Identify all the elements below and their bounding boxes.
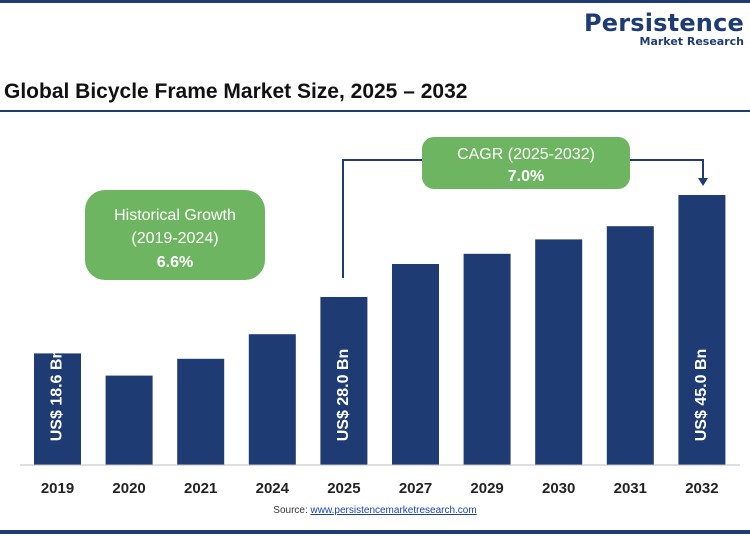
historical-growth-label: Historical Growth bbox=[114, 207, 236, 224]
x-axis-labels: 2019 2020 2021 2024 2025 2027 2029 2030 2031 2032 bbox=[41, 480, 719, 497]
cagr-arrowhead bbox=[698, 178, 708, 186]
bar-2024 bbox=[248, 334, 296, 465]
cagr-label: CAGR (2025-2032) bbox=[457, 146, 595, 163]
bar-2027 bbox=[392, 264, 439, 465]
source-link[interactable]: www.persistencemarketresearch.com bbox=[310, 505, 477, 516]
cagr-callout: CAGR (2025-2032) 7.0% bbox=[422, 137, 630, 189]
cagr-box bbox=[422, 137, 630, 189]
bar-2020 bbox=[105, 375, 153, 465]
bar-2029 bbox=[463, 253, 511, 465]
x-tick-label-2024: 2024 bbox=[256, 480, 290, 497]
title-rule bbox=[0, 110, 750, 112]
x-tick-label-2019: 2019 bbox=[41, 480, 74, 497]
logo-name: Persistence bbox=[583, 9, 744, 37]
x-tick-label-2021: 2021 bbox=[184, 480, 217, 497]
logo-tagline: Market Research bbox=[639, 35, 745, 48]
source-label: Source: bbox=[273, 505, 308, 516]
data-label-2032: US$ 45.0 Bn bbox=[693, 349, 710, 441]
historical-growth-callout: Historical Growth (2019-2024) 6.6% bbox=[85, 190, 265, 280]
x-tick-label-2029: 2029 bbox=[470, 480, 503, 497]
bar-2030 bbox=[535, 239, 583, 465]
source-line: Source: www.persistencemarketresearch.co… bbox=[0, 505, 750, 516]
x-tick-label-2020: 2020 bbox=[112, 480, 145, 497]
bar-2031 bbox=[606, 226, 654, 465]
data-label-2025: US$ 28.0 Bn bbox=[335, 349, 352, 441]
x-tick-label-2027: 2027 bbox=[399, 480, 432, 497]
x-tick-label-2031: 2031 bbox=[614, 480, 647, 497]
top-rule bbox=[0, 0, 750, 3]
data-label-2019: US$ 18.6 Bn bbox=[49, 349, 66, 441]
historical-growth-period: (2019-2024) bbox=[131, 230, 218, 247]
x-tick-label-2032: 2032 bbox=[685, 480, 718, 497]
brand-logo: Persistence Market Research bbox=[584, 10, 744, 48]
cagr-value: 7.0% bbox=[508, 168, 544, 185]
historical-growth-box bbox=[85, 190, 265, 280]
x-tick-label-2025: 2025 bbox=[327, 480, 360, 497]
historical-growth-value: 6.6% bbox=[157, 254, 193, 271]
bottom-rule bbox=[0, 530, 750, 534]
chart-title: Global Bicycle Frame Market Size, 2025 –… bbox=[4, 80, 468, 103]
bars-group: US$ 18.6 Bn US$ 28.0 Bn US$ 45.0 Bn bbox=[34, 195, 726, 465]
bar-2025 bbox=[320, 297, 368, 465]
bar-2021 bbox=[177, 358, 225, 465]
x-tick-label-2030: 2030 bbox=[542, 480, 575, 497]
bar-2019 bbox=[34, 353, 81, 465]
bar-2032 bbox=[678, 195, 726, 465]
